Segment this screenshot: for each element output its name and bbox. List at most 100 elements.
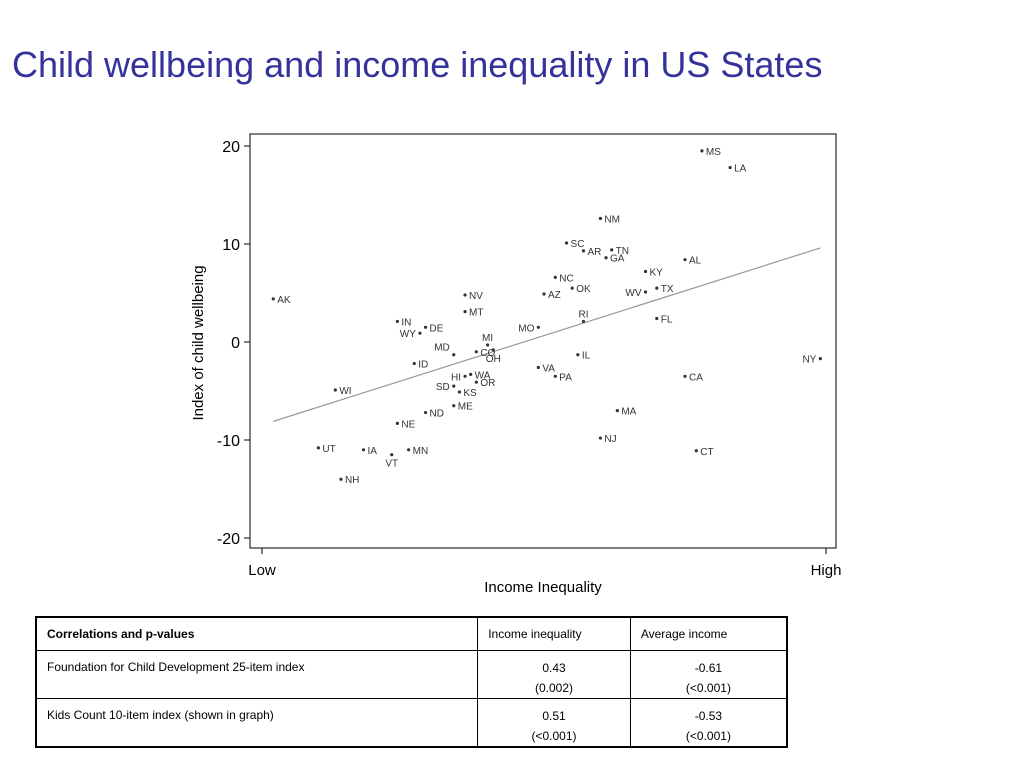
- point-label: NJ: [604, 434, 616, 445]
- x-axis: Low High: [248, 548, 841, 579]
- point-label: HI: [451, 372, 461, 383]
- point-label: FL: [661, 314, 673, 325]
- data-point: [818, 357, 822, 361]
- point-label: IN: [401, 317, 411, 328]
- data-point: [655, 286, 659, 290]
- data-point: [474, 380, 478, 384]
- data-point: [412, 361, 416, 366]
- point-label: MS: [706, 147, 721, 158]
- data-point: [604, 256, 608, 260]
- data-point: [700, 149, 704, 153]
- point-label: CO: [480, 348, 495, 359]
- data-point: [457, 390, 461, 394]
- data-point: [418, 331, 422, 335]
- data-point: [581, 249, 586, 253]
- data-point: [361, 448, 366, 452]
- point-label: NH: [345, 475, 359, 486]
- correlation-value: 0.43: [542, 660, 566, 675]
- y-axis: 20 10 0 -10 -20: [217, 139, 250, 548]
- data-point: [423, 325, 428, 329]
- income-inequality-cell: 0.51 (<0.001): [477, 697, 631, 747]
- data-point: [452, 353, 456, 357]
- data-point: [536, 365, 540, 370]
- point-label: MI: [482, 333, 493, 344]
- data-point: [570, 286, 574, 290]
- data-point: [486, 343, 490, 347]
- slide-title: Child wellbeing and income inequality in…: [12, 44, 823, 85]
- data-point: [728, 165, 732, 170]
- p-value: (<0.001): [685, 728, 731, 743]
- point-label: UT: [322, 444, 335, 455]
- correlation-value: -0.53: [694, 708, 723, 723]
- point-label: AK: [277, 295, 291, 306]
- data-point: [564, 241, 569, 245]
- point-label: LA: [734, 164, 747, 175]
- data-point: [643, 269, 648, 274]
- data-point: [643, 290, 648, 294]
- data-point: [452, 404, 456, 408]
- data-point: [474, 350, 478, 354]
- y-tick-label: 10: [222, 237, 240, 254]
- point-label: VA: [542, 363, 555, 374]
- table-row: Kids Count 10-item index (shown in graph…: [35, 697, 788, 747]
- p-value: (<0.001): [685, 680, 731, 695]
- data-point: [553, 275, 557, 279]
- point-label: WV: [625, 288, 641, 299]
- table-header-correlations: Correlations and p-values: [35, 616, 479, 651]
- point-label: AL: [689, 256, 702, 267]
- y-tick-label: -20: [217, 531, 240, 548]
- data-point: [576, 353, 580, 357]
- point-label: PA: [559, 372, 572, 383]
- data-point: [316, 446, 320, 450]
- point-label: NV: [469, 291, 483, 302]
- point-label: KY: [650, 267, 664, 278]
- point-label: ME: [458, 402, 473, 413]
- y-tick-label: 0: [231, 335, 240, 352]
- point-label: IA: [368, 446, 378, 457]
- x-axis-title: Income Inequality: [484, 579, 602, 596]
- point-label: OH: [486, 354, 501, 365]
- point-label: RI: [578, 309, 588, 320]
- point-label: MO: [518, 323, 534, 334]
- average-income-cell: -0.61 (<0.001): [629, 649, 788, 699]
- point-label: AZ: [548, 290, 561, 301]
- data-point: [271, 297, 275, 301]
- data-point: [423, 410, 428, 415]
- point-label: WI: [339, 386, 351, 397]
- data-point: [598, 216, 603, 221]
- point-label: KS: [463, 388, 477, 399]
- data-point: [581, 319, 586, 324]
- data-point: [395, 421, 399, 425]
- point-label: SC: [571, 239, 585, 250]
- row-label: Foundation for Child Development 25-item…: [35, 649, 479, 699]
- data-point: [333, 388, 337, 392]
- data-point: [452, 384, 456, 388]
- data-point: [395, 319, 399, 324]
- trend-line: [273, 247, 821, 422]
- point-label: SD: [436, 382, 450, 393]
- average-income-cell: -0.53 (<0.001): [629, 697, 788, 747]
- point-label: WY: [400, 329, 416, 340]
- data-point: [491, 348, 495, 352]
- data-point: [655, 316, 659, 321]
- data-point: [542, 292, 546, 296]
- data-point: [598, 436, 603, 440]
- point-label: VT: [385, 459, 398, 470]
- data-point: [683, 374, 687, 378]
- data-point: [463, 293, 467, 297]
- data-point: [407, 448, 411, 452]
- point-label: ID: [418, 360, 428, 371]
- data-point: [536, 325, 540, 329]
- data-point: [390, 453, 394, 457]
- data-point: [339, 477, 343, 481]
- point-label: IL: [582, 351, 591, 362]
- row-label: Kids Count 10-item index (shown in graph…: [35, 697, 479, 747]
- point-label: MD: [434, 343, 450, 354]
- point-label: WA: [475, 370, 491, 381]
- point-label: MN: [413, 446, 429, 457]
- point-label: TN: [616, 246, 629, 257]
- point-label: MT: [469, 308, 483, 319]
- point-label: NC: [559, 273, 573, 284]
- point-label: MA: [621, 407, 636, 418]
- income-inequality-cell: 0.43 (0.002): [477, 649, 631, 699]
